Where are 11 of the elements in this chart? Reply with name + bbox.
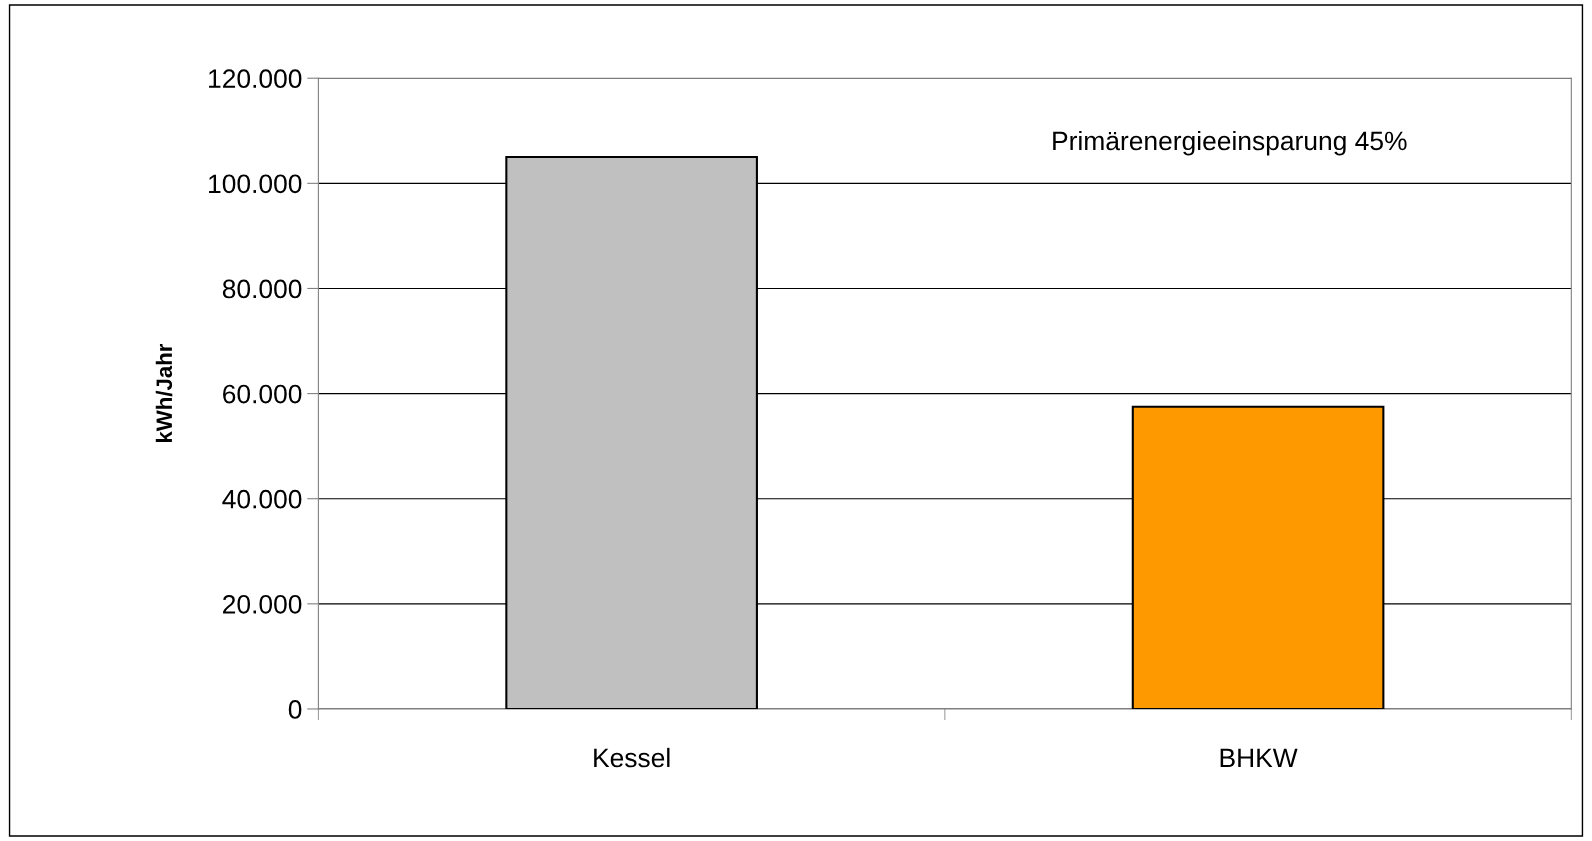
y-tick-label: 80.000 <box>222 279 302 299</box>
y-tick-label: 0 <box>288 700 302 719</box>
y-axis-title: kWh/Jahr <box>155 343 173 443</box>
annotation: Primärenergieeinsparung 45% <box>1053 130 1407 156</box>
y-tick-label: 60.000 <box>223 384 302 404</box>
x-tick-label: BHKW <box>1220 748 1298 767</box>
y-tick-label: 40.000 <box>222 489 302 509</box>
x-tick-label: Kessel <box>594 747 670 768</box>
y-tick-label: 120.000 <box>209 69 302 89</box>
y-tick-label: 100.000 <box>209 174 302 194</box>
y-tick-label: 20.000 <box>223 594 302 614</box>
